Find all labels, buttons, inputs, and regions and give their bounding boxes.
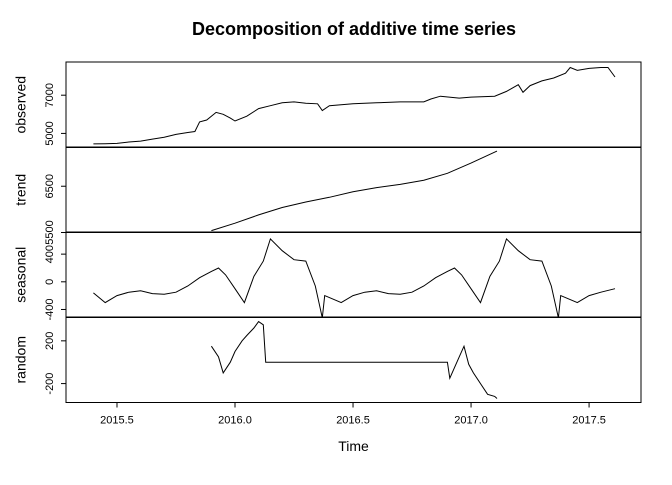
panel-frame [65,146,642,233]
series-line [93,66,616,145]
y-axis-label: seasonal [13,247,29,303]
x-tick-label: 2015.5 [100,414,134,426]
x-axis-label: Time [338,438,369,454]
y-tick-label: 200 [44,332,56,350]
y-tick-label: -400 [44,298,56,320]
chart-title: Decomposition of additive time series [192,19,516,39]
y-tick-label: 7000 [44,83,56,107]
y-axis-label: random [13,336,29,383]
x-tick-label: 2017.5 [572,414,606,426]
y-axis-label: observed [13,76,29,134]
y-tick-label: -200 [44,373,56,395]
x-tick-label: 2017.0 [454,414,488,426]
panel-frame [65,316,642,403]
y-tick-label: 400 [44,245,56,263]
y-tick-label: 0 [44,279,56,285]
panel-frame [65,61,642,148]
panel-frame [65,231,642,318]
series-line [93,237,616,318]
x-tick-label: 2016.5 [336,414,370,426]
y-tick-label: 5500 [44,220,56,244]
y-tick-label: 5000 [44,121,56,145]
series-line [210,320,498,399]
y-tick-label: 6500 [44,174,56,198]
y-axis-label: trend [13,174,29,206]
x-tick-label: 2016.0 [218,414,252,426]
series-line [211,150,498,232]
